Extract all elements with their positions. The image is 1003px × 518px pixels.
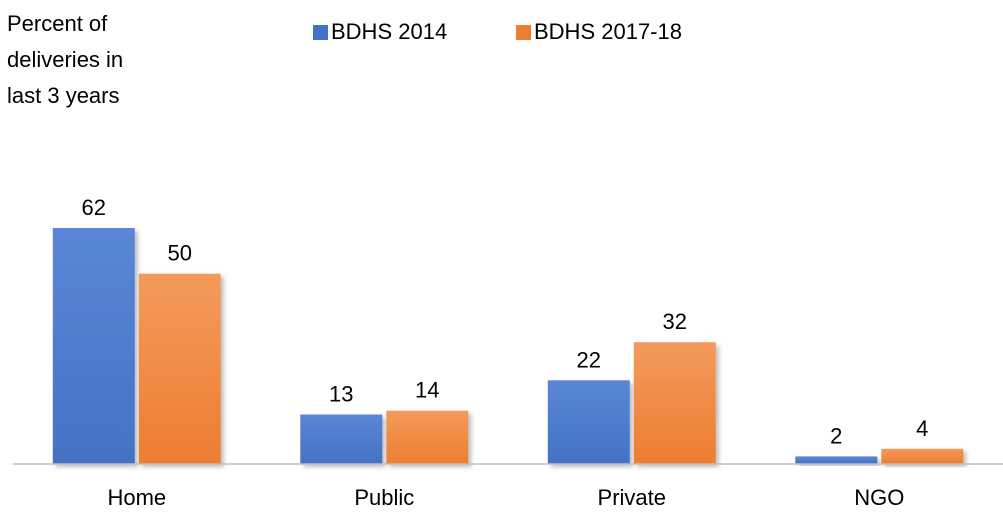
legend-swatch-bdhs-2017-18: [516, 25, 531, 40]
bar-private-bdhs-2017-18: [633, 342, 716, 464]
bars-layer: [52, 228, 964, 464]
y-axis-label-line-3: last 3 years: [7, 83, 120, 108]
data-label-public-bdhs-2014: 13: [329, 382, 353, 407]
data-label-ngo-bdhs-2017-18: 4: [916, 416, 928, 441]
category-label-public: Public: [354, 485, 414, 510]
legend-label-bdhs-2014: BDHS 2014: [331, 19, 447, 44]
y-axis-label-line-1: Percent of: [7, 11, 108, 36]
data-label-ngo-bdhs-2014: 2: [830, 423, 842, 448]
legend-swatch-bdhs-2014: [313, 25, 328, 40]
bar-public-bdhs-2017-18: [386, 410, 469, 464]
bar-private-bdhs-2014: [547, 380, 630, 464]
category-label-ngo: NGO: [854, 485, 904, 510]
y-axis-label-line-2: deliveries in: [7, 47, 123, 72]
data-label-private-bdhs-2017-18: 32: [663, 309, 687, 334]
category-labels-layer: Home Public Private NGO: [107, 485, 904, 510]
data-label-private-bdhs-2014: 22: [577, 347, 601, 372]
legend-label-bdhs-2017-18: BDHS 2017-18: [534, 19, 682, 44]
bar-home-bdhs-2014: [52, 228, 135, 464]
bar-ngo-bdhs-2017-18: [881, 448, 964, 464]
category-label-home: Home: [107, 485, 166, 510]
bar-home-bdhs-2017-18: [138, 273, 221, 464]
data-labels-layer: 62 50 13 14 22 32 2 4: [82, 195, 929, 448]
bar-public-bdhs-2014: [300, 414, 383, 464]
data-label-home-bdhs-2017-18: 50: [168, 241, 192, 266]
category-label-private: Private: [598, 485, 666, 510]
data-label-public-bdhs-2017-18: 14: [415, 378, 439, 403]
data-label-home-bdhs-2014: 62: [82, 195, 106, 220]
bar-ngo-bdhs-2014: [795, 456, 878, 464]
legend: BDHS 2014 BDHS 2017-18: [313, 19, 682, 44]
